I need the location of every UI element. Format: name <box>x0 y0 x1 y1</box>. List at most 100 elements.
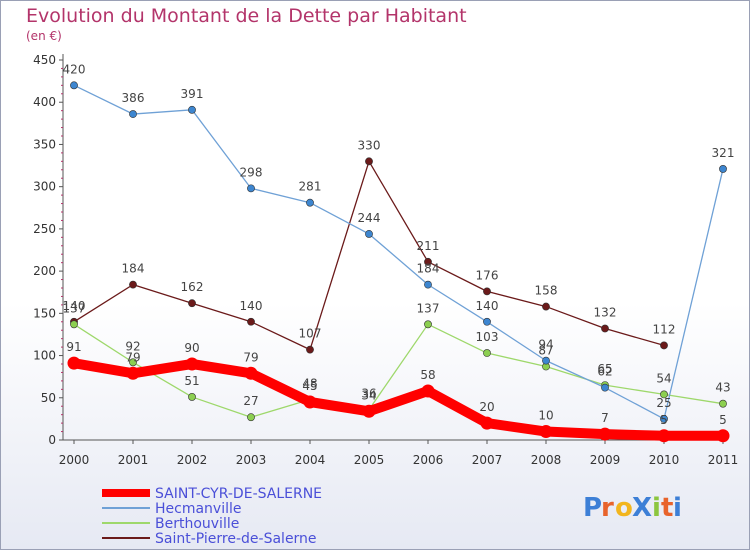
logo-letter: i <box>673 493 682 523</box>
data-point <box>244 366 258 380</box>
data-label: 25 <box>656 396 671 410</box>
data-label: 94 <box>538 338 553 352</box>
data-point <box>247 413 255 422</box>
data-label: 5 <box>660 413 668 427</box>
data-label: 10 <box>538 409 553 423</box>
data-point <box>306 345 314 354</box>
data-point <box>365 157 373 166</box>
data-point <box>716 429 730 443</box>
data-point <box>247 317 255 326</box>
data-label: 62 <box>597 365 612 379</box>
data-point <box>188 299 196 308</box>
data-label: 103 <box>476 330 499 344</box>
y-tick-label: 400 <box>33 95 56 109</box>
data-point <box>129 280 137 289</box>
data-label: 321 <box>712 146 735 160</box>
data-point <box>483 349 491 357</box>
data-label: 79 <box>125 350 140 364</box>
data-point <box>129 358 137 367</box>
data-point <box>424 257 432 266</box>
data-point <box>542 356 550 365</box>
data-label: 420 <box>63 62 86 76</box>
x-tick-label: 2009 <box>590 453 621 467</box>
legend: SAINT-CYR-DE-SALERNEHecmanvilleBerthouvi… <box>102 486 322 547</box>
data-point <box>424 320 432 329</box>
data-label: 34 <box>361 388 376 402</box>
y-tick-label: 250 <box>33 222 56 236</box>
data-label: 281 <box>299 180 322 194</box>
data-label: 211 <box>417 239 440 253</box>
data-point <box>719 399 727 408</box>
y-tick-label: 350 <box>33 137 56 151</box>
x-tick-label: 2000 <box>59 453 90 467</box>
data-label: 5 <box>719 413 727 427</box>
data-point <box>303 395 317 409</box>
data-label: 137 <box>417 301 440 315</box>
data-point <box>660 341 668 350</box>
x-tick-label: 2001 <box>118 453 149 467</box>
data-point <box>362 404 376 418</box>
x-tick-label: 2010 <box>649 453 680 467</box>
data-point <box>601 383 609 392</box>
data-label: 391 <box>181 87 204 101</box>
data-label: 91 <box>66 340 81 354</box>
data-point <box>247 184 255 193</box>
data-point <box>719 165 727 173</box>
series-saint-cyr-de-salerne <box>67 356 730 443</box>
logo-letter: X <box>632 493 652 523</box>
data-point <box>70 320 78 329</box>
data-label: 140 <box>240 299 263 313</box>
data-point <box>306 198 314 207</box>
data-label: 65 <box>597 362 612 376</box>
data-point <box>424 280 432 289</box>
data-label: 48 <box>302 376 317 390</box>
data-label: 244 <box>358 211 381 225</box>
data-point <box>67 356 81 370</box>
data-point <box>129 110 137 118</box>
y-tick-label: 0 <box>48 433 56 447</box>
y-tick-label: 150 <box>33 306 56 320</box>
chart-title: Evolution du Montant de la Dette par Hab… <box>26 5 467 27</box>
data-label: 27 <box>243 394 258 408</box>
axes: 0 50 100 150 200 250 300 350 400 450 2000 2001 2002 2… <box>33 53 738 467</box>
data-point <box>188 105 196 114</box>
data-point <box>483 317 491 326</box>
data-label: 140 <box>63 299 86 313</box>
data-label: 20 <box>479 400 494 414</box>
data-label: 7 <box>601 411 609 425</box>
legend-label: Hecmanville <box>155 501 242 517</box>
data-label: 90 <box>184 341 199 355</box>
data-label: 112 <box>653 322 676 336</box>
data-label: 58 <box>420 368 435 382</box>
data-point <box>657 429 671 443</box>
series-layer <box>67 81 730 443</box>
data-point <box>126 366 140 380</box>
x-tick-label: 2002 <box>177 453 208 467</box>
logo-letter: i <box>652 493 661 523</box>
data-point <box>542 302 550 311</box>
data-label: 45 <box>302 379 317 393</box>
data-point <box>483 287 491 296</box>
logo-letter: r <box>601 493 614 523</box>
y-tick-label: 50 <box>41 391 56 405</box>
x-tick-label: 2011 <box>708 453 739 467</box>
y-tick-label: 100 <box>33 349 56 363</box>
x-tick-label: 2006 <box>413 453 444 467</box>
series-line <box>73 323 724 418</box>
y-tick-label: 450 <box>33 53 56 67</box>
data-point <box>480 416 494 430</box>
data-label: 140 <box>476 299 499 313</box>
data-point <box>365 230 373 238</box>
legend-label: SAINT-CYR-DE-SALERNE <box>155 486 322 502</box>
data-label: 87 <box>538 344 553 358</box>
data-label: 162 <box>181 280 204 294</box>
data-labels: 1401841621401073302111761581321121379251… <box>63 62 735 426</box>
x-tick-label: 2007 <box>472 453 503 467</box>
data-label: 79 <box>243 350 258 364</box>
data-label: 51 <box>184 374 199 388</box>
data-label: 36 <box>361 387 376 401</box>
series-saint-pierre-de-salerne <box>70 157 668 354</box>
x-tick-label: 2008 <box>531 453 562 467</box>
data-label: 330 <box>358 138 381 152</box>
data-point <box>188 393 196 401</box>
